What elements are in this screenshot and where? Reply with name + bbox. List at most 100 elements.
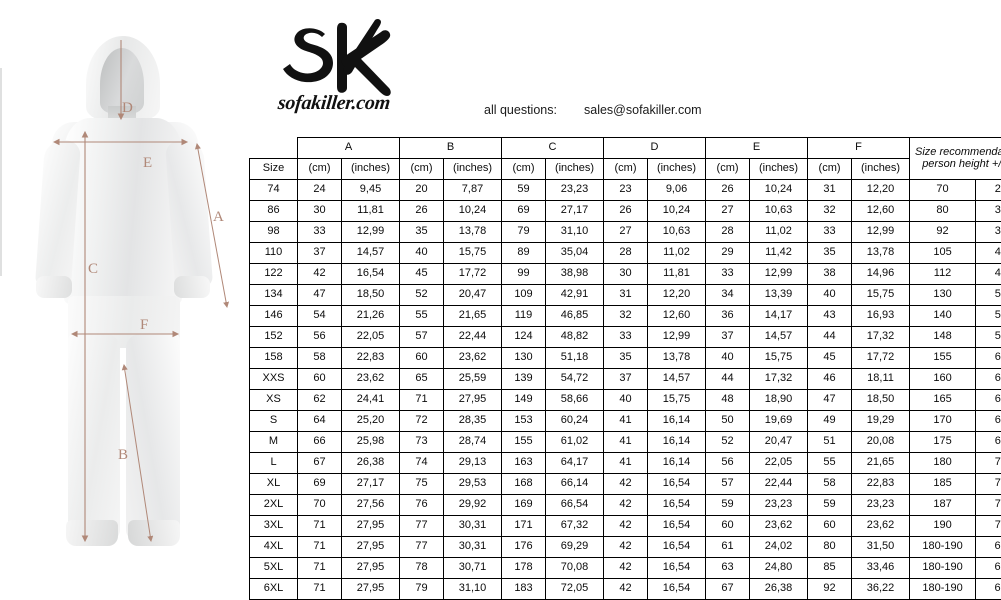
measure-label-d: D [122,100,133,117]
row-value-cell: 70 [910,180,976,201]
unit-header-c-inches: (inches) [546,159,604,180]
row-value-cell: 55 [400,306,444,327]
row-value-cell: 36 [706,306,750,327]
row-value-cell: 46 [808,369,852,390]
row-value-cell: 20,47 [750,432,808,453]
row-value-cell: 12,99 [750,264,808,285]
row-value-cell: 26,38 [342,453,400,474]
row-value-cell: 24,80 [750,558,808,579]
row-value-cell: 42 [604,516,648,537]
row-value-cell: 22,05 [750,453,808,474]
row-value-cell: 44 [808,327,852,348]
row-value-cell: 92 [808,579,852,600]
row-value-cell: 56 [298,327,342,348]
row-value-cell: 12,20 [648,285,706,306]
row-value-cell: 130 [910,285,976,306]
row-value-cell: 59 [706,495,750,516]
row-value-cell: 66,93 [976,411,1001,432]
row-value-cell: 27 [604,222,648,243]
row-value-cell: 71 [298,558,342,579]
row-value-cell: 25,59 [444,369,502,390]
row-value-cell: 48 [706,390,750,411]
row-value-cell: 149 [502,390,546,411]
row-value-cell: 171 [502,516,546,537]
row-value-cell: 60 [808,516,852,537]
row-value-cell: 74 [400,453,444,474]
brand-block: sofakiller.com [278,18,468,130]
group-header-d: D [604,138,706,159]
row-value-cell: 26 [604,201,648,222]
row-value-cell: 10,63 [750,201,808,222]
row-value-cell: 168 [502,474,546,495]
row-value-cell: 58,27 [976,327,1001,348]
row-value-cell: 35,04 [546,243,604,264]
unit-header-f-inches: (inches) [852,159,910,180]
row-value-cell: 44 [706,369,750,390]
row-value-cell: 61 [706,537,750,558]
row-value-cell: 79 [400,579,444,600]
row-value-cell: 23,23 [852,495,910,516]
row-value-cell: 47 [298,285,342,306]
row-value-cell: 27,95 [342,579,400,600]
row-value-cell: 29 [706,243,750,264]
spacer-cell [250,138,298,159]
row-value-cell: 20 [400,180,444,201]
unit-header-e-inches: (inches) [750,159,808,180]
row-value-cell: 7,87 [444,180,502,201]
row-value-cell: 15,75 [852,285,910,306]
measure-label-e: E [143,155,153,172]
row-value-cell: 18,50 [342,285,400,306]
row-size-label: XXS [250,369,298,390]
row-value-cell: 160 [910,369,976,390]
row-value-cell: 12,20 [852,180,910,201]
row-value-cell: 27,95 [342,516,400,537]
row-size-label: 6XL [250,579,298,600]
row-value-cell: 28 [604,243,648,264]
row-value-cell: 176 [502,537,546,558]
row-value-cell: 18,50 [852,390,910,411]
row-value-cell: 17,72 [852,348,910,369]
row-value-cell: 112 [910,264,976,285]
row-value-cell: 32 [808,201,852,222]
row-value-cell: 21,26 [342,306,400,327]
contact-email[interactable]: sales@sofakiller.com [584,103,702,117]
unit-header-c-cm: (cm) [502,159,546,180]
row-value-cell: 25,20 [342,411,400,432]
row-value-cell: 58 [808,474,852,495]
row-value-cell: 28,35 [444,411,502,432]
row-value-cell: 22,44 [444,327,502,348]
unit-header-d-inches: (inches) [648,159,706,180]
row-value-cell: 31,10 [546,222,604,243]
row-value-cell: 42 [604,558,648,579]
row-value-cell: 38 [808,264,852,285]
row-value-cell: 74,80 [976,516,1001,537]
row-value-cell: 15,75 [444,243,502,264]
group-header-a: A [298,138,400,159]
row-value-cell: 30,71 [444,558,502,579]
row-value-cell: 99 [502,264,546,285]
row-value-cell: 24,02 [750,537,808,558]
row-value-cell: 27,95 [342,558,400,579]
row-value-cell: 153 [502,411,546,432]
row-value-cell: 190 [910,516,976,537]
row-value-cell: 16,14 [648,432,706,453]
row-value-cell: 19,29 [852,411,910,432]
row-value-cell: 75 [400,474,444,495]
row-value-cell: 62 [298,390,342,411]
row-value-cell: 60 [298,369,342,390]
row-value-cell: 61,02 [546,432,604,453]
row-size-label: 152 [250,327,298,348]
row-value-cell: 19,69 [750,411,808,432]
row-value-cell: 42 [604,579,648,600]
row-value-cell: 57 [706,474,750,495]
